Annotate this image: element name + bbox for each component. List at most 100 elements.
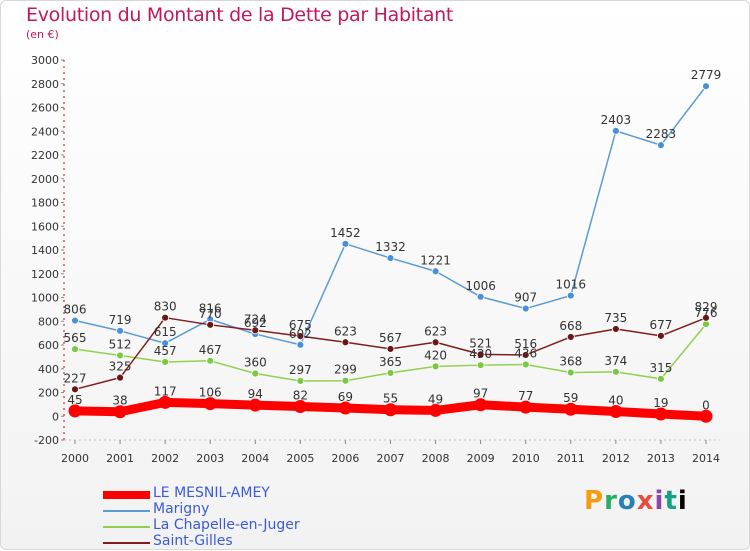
data-label-marigny: 602 — [289, 327, 312, 341]
data-point-le-mesnil-amey — [293, 400, 307, 414]
data-label-le-mesnil-amey: 77 — [518, 389, 533, 403]
x-tick-label: 2008 — [422, 452, 450, 465]
data-point-le-mesnil-amey — [203, 397, 217, 411]
y-tick-label: 2200 — [31, 149, 59, 162]
data-label-marigny: 2779 — [691, 68, 722, 82]
legend-label: Saint-Gilles — [153, 533, 233, 549]
data-point-marigny — [341, 239, 350, 248]
data-label-le-mesnil-amey: 106 — [199, 386, 222, 400]
axes: -200020040060080010001200140016001800200… — [31, 54, 720, 465]
data-point-la-chapelle-en-juger — [71, 345, 79, 354]
data-point-la-chapelle-en-juger — [521, 360, 530, 369]
y-tick-label: 1600 — [31, 220, 59, 233]
data-point-marigny — [611, 126, 620, 135]
x-tick-label: 2002 — [151, 452, 179, 465]
data-point-saint-gilles — [386, 345, 395, 353]
data-point-marigny — [566, 291, 575, 300]
data-point-le-mesnil-amey — [519, 400, 533, 414]
data-label-la-chapelle-en-juger: 420 — [424, 348, 447, 362]
x-tick-label: 2009 — [467, 452, 495, 465]
data-label-la-chapelle-en-juger: 457 — [154, 344, 177, 358]
data-point-le-mesnil-amey — [113, 405, 127, 419]
legend-item-la-chapelle-en-juger: La Chapelle-en-Juger — [103, 517, 363, 535]
data-point-la-chapelle-en-juger — [296, 377, 305, 385]
data-label-la-chapelle-en-juger: 315 — [649, 361, 672, 375]
data-label-le-mesnil-amey: 97 — [473, 387, 488, 401]
data-point-la-chapelle-en-juger — [431, 362, 440, 371]
data-label-le-mesnil-amey: 40 — [608, 394, 623, 408]
data-label-saint-gilles: 668 — [559, 319, 582, 333]
data-label-la-chapelle-en-juger: 365 — [379, 355, 402, 369]
data-label-la-chapelle-en-juger: 374 — [604, 354, 627, 368]
data-label-la-chapelle-en-juger: 430 — [469, 347, 492, 361]
y-tick-label: 1400 — [31, 244, 59, 257]
data-label-saint-gilles: 623 — [424, 324, 447, 338]
y-tick-label: 2600 — [31, 102, 59, 115]
data-point-saint-gilles — [521, 351, 530, 359]
data-label-la-chapelle-en-juger: 565 — [64, 331, 87, 345]
data-label-saint-gilles: 521 — [469, 336, 492, 350]
logo-letter: t — [664, 486, 678, 516]
data-point-saint-gilles — [476, 350, 485, 359]
data-label-la-chapelle-en-juger: 299 — [334, 363, 357, 377]
data-label-saint-gilles: 830 — [154, 300, 177, 314]
legend-label: La Chapelle-en-Juger — [153, 517, 300, 533]
y-tick-label: 600 — [38, 339, 59, 352]
data-point-marigny — [296, 340, 305, 349]
data-label-saint-gilles: 516 — [514, 337, 537, 351]
data-point-saint-gilles — [296, 332, 305, 340]
data-label-la-chapelle-en-juger: 467 — [199, 343, 222, 357]
x-tick-label: 2010 — [512, 452, 540, 465]
data-label-la-chapelle-en-juger: 776 — [695, 306, 718, 320]
data-point-le-mesnil-amey — [474, 398, 488, 412]
x-tick-label: 2000 — [61, 452, 89, 465]
data-point-le-mesnil-amey — [429, 403, 443, 417]
data-point-saint-gilles — [341, 338, 350, 347]
data-label-saint-gilles: 724 — [244, 312, 267, 326]
data-point-marigny — [161, 339, 170, 348]
data-point-saint-gilles — [431, 338, 440, 347]
data-label-le-mesnil-amey: 82 — [293, 389, 308, 403]
logo-letter: i — [677, 486, 688, 516]
y-tick-label: 2400 — [31, 125, 59, 138]
data-label-le-mesnil-amey: 0 — [702, 398, 710, 412]
y-tick-label: 3000 — [31, 54, 59, 67]
data-label-le-mesnil-amey: 59 — [563, 391, 578, 405]
data-point-saint-gilles — [566, 333, 575, 341]
data-point-la-chapelle-en-juger — [116, 351, 124, 360]
data-label-saint-gilles: 829 — [695, 300, 718, 314]
legend-item-le-mesnil-amey: LE MESNIL-AMEY — [103, 485, 363, 503]
data-label-le-mesnil-amey: 38 — [112, 394, 127, 408]
data-point-la-chapelle-en-juger — [611, 367, 620, 376]
data-label-le-mesnil-amey: 55 — [383, 392, 398, 406]
data-point-saint-gilles — [657, 331, 665, 340]
data-label-le-mesnil-amey: 45 — [67, 393, 82, 407]
data-label-saint-gilles: 675 — [289, 318, 312, 332]
data-point-saint-gilles — [206, 320, 215, 329]
data-label-saint-gilles: 325 — [109, 360, 132, 374]
data-point-la-chapelle-en-juger — [566, 368, 575, 377]
legend-swatch-la-chapelle-en-juger — [103, 526, 150, 528]
y-tick-label: 2000 — [31, 173, 59, 186]
data-label-saint-gilles: 227 — [64, 371, 87, 385]
data-label-saint-gilles: 623 — [334, 324, 357, 338]
data-point-le-mesnil-amey — [609, 405, 623, 418]
data-point-marigny — [657, 141, 665, 150]
data-label-marigny: 1221 — [420, 253, 451, 267]
x-tick-label: 2004 — [241, 452, 269, 465]
y-tick-label: 400 — [38, 363, 59, 376]
data-point-la-chapelle-en-juger — [251, 369, 260, 378]
data-point-le-mesnil-amey — [68, 404, 82, 418]
y-tick-label: 1000 — [31, 292, 59, 305]
data-point-le-mesnil-amey — [338, 401, 352, 415]
data-point-marigny — [431, 267, 440, 276]
chart-title: Evolution du Montant de la Dette par Hab… — [26, 4, 454, 26]
data-label-marigny: 816 — [199, 301, 222, 315]
y-tick-label: -200 — [34, 434, 59, 447]
y-tick-label: 1200 — [31, 268, 59, 281]
y-tick-label: 200 — [38, 387, 59, 400]
data-point-la-chapelle-en-juger — [657, 374, 665, 383]
data-label-marigny: 1006 — [465, 279, 496, 293]
data-label-la-chapelle-en-juger: 512 — [109, 337, 132, 351]
data-labels: 806 719 615 816 692 602 1452 1332 1221 1006 907 101… — [64, 68, 722, 412]
